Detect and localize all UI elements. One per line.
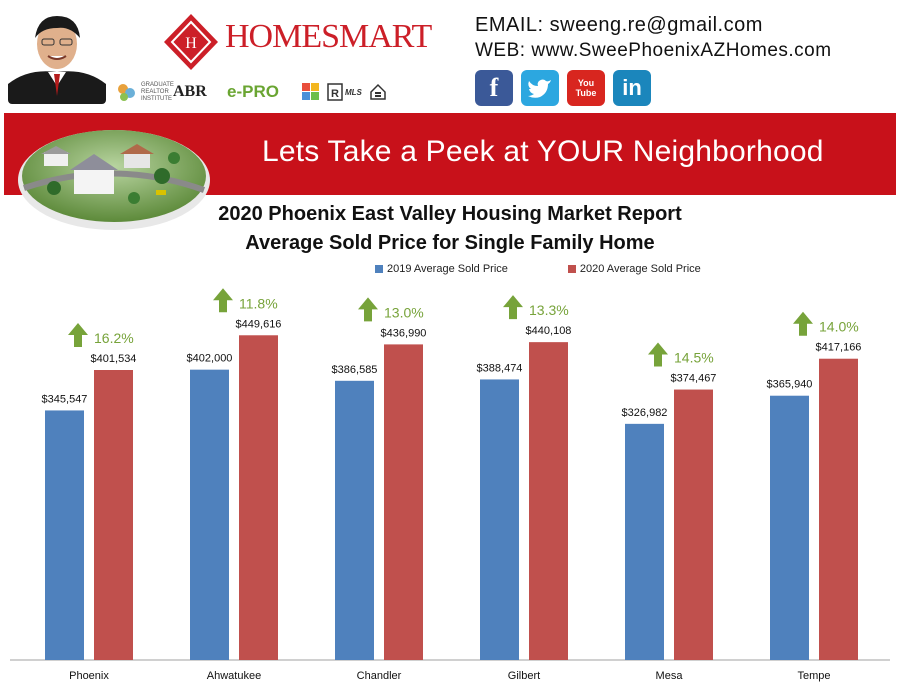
- homesmart-logo: H: [160, 12, 350, 72]
- category-label-tempe: Tempe: [797, 670, 830, 682]
- data-label-2020-mesa: $374,467: [671, 373, 717, 385]
- change-label-mesa: 14.5%: [674, 350, 714, 366]
- facebook-icon[interactable]: f: [475, 70, 513, 106]
- bar-2019-gilbert: [480, 379, 519, 660]
- mls-badge: MLS: [345, 87, 362, 97]
- certification-badges: GRADUATE REALTOR INSTITUTE ABR e-PRO R M…: [115, 80, 390, 106]
- banner-title: Lets Take a Peek at YOUR Neighborhood: [262, 135, 824, 168]
- contact-email: EMAIL: sweeng.re@gmail.com: [475, 14, 763, 37]
- change-label-phoenix: 16.2%: [94, 330, 134, 346]
- up-arrow-icon-phoenix: [68, 323, 88, 348]
- twitter-icon[interactable]: [521, 70, 559, 106]
- realtor-badge: R: [327, 80, 343, 104]
- data-label-2019-mesa: $326,982: [622, 407, 668, 419]
- legend-swatch-2019: [375, 265, 383, 273]
- youtube-icon[interactable]: You Tube: [567, 70, 605, 106]
- agent-photo: [8, 6, 106, 104]
- bar-2019-mesa: [625, 423, 664, 660]
- data-label-2019-tempe: $365,940: [767, 379, 813, 391]
- up-arrow-icon-mesa: [648, 342, 668, 367]
- data-label-2019-ahwatukee: $402,000: [187, 353, 233, 365]
- category-label-gilbert: Gilbert: [508, 670, 540, 682]
- bar-2019-ahwatukee: [190, 369, 229, 660]
- data-label-2020-chandler: $436,990: [381, 327, 427, 339]
- up-arrow-icon-chandler: [358, 297, 378, 322]
- change-label-chandler: 13.0%: [384, 304, 424, 320]
- change-label-gilbert: 13.3%: [529, 302, 569, 318]
- email-value[interactable]: sweeng.re@gmail.com: [549, 14, 763, 36]
- data-label-2019-gilbert: $388,474: [477, 362, 523, 374]
- brand-name: HOMESMART: [225, 18, 432, 55]
- contact-web: WEB: www.SweePhoenixAZHomes.com: [475, 40, 832, 62]
- bar-2019-tempe: [770, 395, 809, 660]
- chart-legend: 2019 Average Sold Price 2020 Average Sol…: [375, 263, 701, 275]
- bar-2020-chandler: [384, 344, 423, 660]
- bar-chart: $345,547 $401,534 Phoenix 16.2% $402,000 $449…: [10, 288, 890, 682]
- category-label-ahwatukee: Ahwatukee: [207, 670, 261, 682]
- bar-2020-phoenix: [94, 370, 133, 660]
- web-label: WEB:: [475, 40, 526, 61]
- bar-2020-ahwatukee: [239, 335, 278, 660]
- gri-badge: GRADUATE REALTOR INSTITUTE: [115, 80, 174, 104]
- diversity-badge: [301, 80, 321, 104]
- page-header: H HOMESMART GRADUATE REALTOR INSTITUTE A…: [0, 0, 900, 110]
- bar-2020-mesa: [674, 389, 713, 660]
- linkedin-icon[interactable]: in: [613, 70, 651, 106]
- legend-swatch-2020: [567, 265, 576, 273]
- change-label-tempe: 14.0%: [819, 319, 859, 335]
- epro-badge: e-PRO: [227, 82, 279, 101]
- svg-text:R: R: [331, 88, 339, 100]
- up-arrow-icon-gilbert: [503, 295, 523, 320]
- up-arrow-icon-tempe: [793, 311, 813, 336]
- chart-title: 2020 Phoenix East Valley Housing Market …: [218, 203, 682, 225]
- bar-2020-tempe: [819, 358, 858, 660]
- up-arrow-icon-ahwatukee: [213, 288, 233, 313]
- legend-label-2020: 2020 Average Sold Price: [579, 263, 701, 275]
- bar-2020-gilbert: [529, 342, 568, 660]
- data-label-2020-ahwatukee: $449,616: [236, 318, 282, 330]
- data-label-2020-phoenix: $401,534: [91, 353, 137, 365]
- bar-2019-chandler: [335, 380, 374, 660]
- svg-text:H: H: [185, 35, 197, 52]
- data-label-2019-phoenix: $345,547: [42, 393, 88, 405]
- abr-badge: ABR: [173, 83, 207, 100]
- legend-label-2019: 2019 Average Sold Price: [387, 263, 508, 275]
- equal-housing-icon: [369, 80, 387, 104]
- data-label-2019-chandler: $386,585: [332, 364, 378, 376]
- category-label-chandler: Chandler: [357, 670, 402, 682]
- neighborhood-image: [14, 118, 214, 238]
- category-label-mesa: Mesa: [656, 670, 684, 682]
- chart-subtitle: Average Sold Price for Single Family Hom…: [245, 232, 655, 254]
- bar-2019-phoenix: [45, 410, 84, 660]
- category-label-phoenix: Phoenix: [69, 670, 109, 682]
- data-label-2020-gilbert: $440,108: [526, 325, 572, 337]
- web-value[interactable]: www.SweePhoenixAZHomes.com: [531, 40, 832, 61]
- change-label-ahwatukee: 11.8%: [239, 295, 278, 311]
- email-label: EMAIL:: [475, 14, 544, 36]
- data-label-2020-tempe: $417,166: [816, 342, 862, 354]
